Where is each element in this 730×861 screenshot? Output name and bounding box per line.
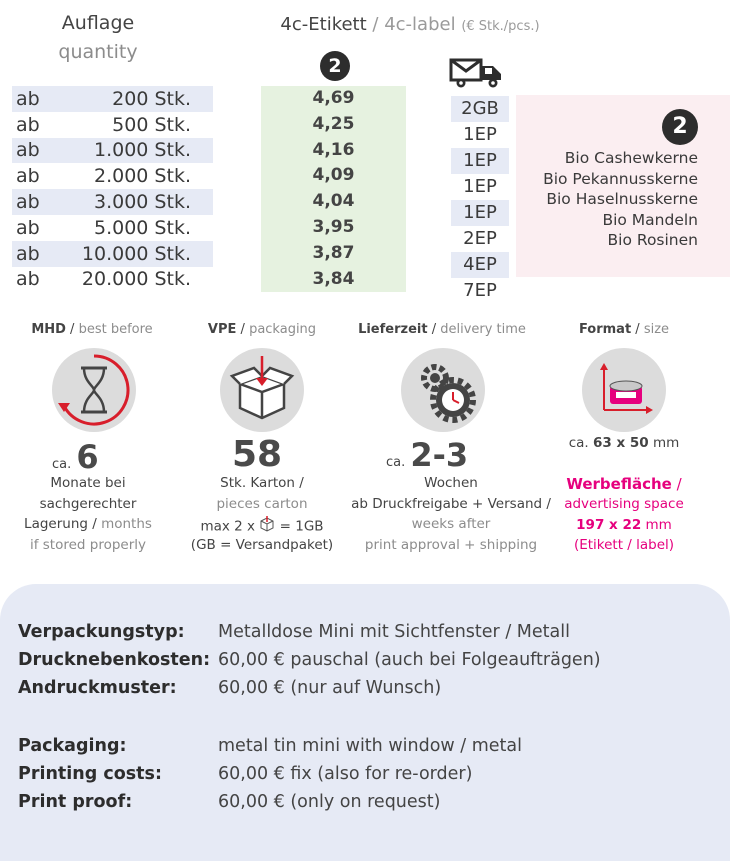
contents-badge: 2 — [662, 109, 698, 145]
shipping-cell: 4EP — [451, 252, 509, 278]
price-column: 4,69 4,25 4,16 4,09 4,04 3,95 3,87 3,84 — [261, 86, 406, 293]
price-cell: 4,25 — [312, 113, 355, 134]
specs-panel — [0, 584, 730, 861]
price-cell: 4,04 — [312, 191, 355, 212]
vpe-value: 58 — [232, 434, 283, 475]
small-box-icon — [259, 516, 275, 537]
truck-icon — [449, 56, 505, 94]
price-cell: 4,69 — [312, 88, 355, 108]
quantity-header-en: quantity — [58, 41, 138, 63]
vpe-title: VPE / packaging — [207, 322, 317, 337]
spec-row: Drucknebenkosten: 60,00 € pauschal (auch … — [18, 650, 601, 670]
advertising-space: Werbefläche / — [566, 474, 682, 493]
quantity-header-de: Auflage — [61, 12, 135, 34]
price-cell: 3,87 — [312, 242, 355, 263]
spec-row: Packaging: metal tin mini with window / m… — [18, 736, 522, 756]
contents-item: Bio Haselnusskerne — [546, 190, 698, 208]
contents-box: 2 Bio Cashewkerne Bio Pekannusskerne Bio… — [516, 95, 730, 277]
box-icon — [220, 348, 304, 432]
format-size: ca. 63 x 50 mm — [568, 435, 680, 451]
hourglass-icon — [52, 348, 136, 432]
shipping-cell: 2GB — [451, 96, 509, 122]
shipping-cell: 1EP — [451, 200, 509, 226]
price-cell: 4,16 — [312, 139, 355, 160]
shipping-cell: 1EP — [463, 124, 497, 145]
quantity-table: ab 200 Stk. ab 500 Stk. ab 1.000 Stk. ab 2.0… — [12, 86, 213, 292]
quantity-row: ab 5.000 Stk. — [16, 216, 191, 239]
quantity-row: ab 500 Stk. — [16, 113, 191, 136]
delivery-title: Lieferzeit / delivery time — [358, 322, 526, 337]
spec-row: Print proof: 60,00 € (only on request) — [18, 792, 441, 812]
contents-item: Bio Mandeln — [602, 210, 698, 229]
label-header-en: 4c-label — [384, 14, 456, 35]
contents-list: Bio Cashewkerne Bio Pekannusskerne Bio H… — [543, 148, 698, 251]
variant-badge: 2 — [320, 51, 350, 81]
shipping-cell: 1EP — [451, 148, 509, 174]
shipping-column: 2GB 1EP 1EP 1EP 1EP 2EP 4EP 7EP — [451, 96, 509, 304]
contents-item: Bio Cashewkerne — [564, 149, 698, 167]
price-cell: 3,84 — [312, 268, 355, 289]
quantity-row: ab 2.000 Stk. — [16, 165, 191, 188]
label-header-de: 4c-Etikett — [280, 14, 367, 35]
spec-row: Printing costs: 60,00 € fix (also for re-… — [18, 764, 473, 784]
spec-row: Andruckmuster: 60,00 € (nur auf Wunsch) — [18, 678, 442, 698]
quantity-row: ab 10.000 Stk. — [12, 240, 213, 267]
tin-size-icon — [582, 348, 666, 432]
contents-item: Bio Pekannusskerne — [543, 169, 698, 188]
quantity-row: ab 200 Stk. — [12, 86, 213, 112]
mhd-value: ca. 6 — [52, 438, 99, 476]
contents-item: Bio Rosinen — [607, 231, 698, 249]
shipping-cell: 1EP — [463, 176, 497, 197]
specs-en: Packaging: metal tin mini with window / m… — [18, 732, 522, 816]
price-cell: 3,95 — [312, 216, 355, 237]
specs-de: Verpackungstyp: Metalldose Mini mit Sicht… — [18, 618, 601, 702]
delivery-value: ca. 2-3 — [386, 436, 469, 474]
label-header: 4c-Etikett / 4c-label (€ Stk./pcs.) — [280, 14, 540, 35]
quantity-row: ab 3.000 Stk. — [12, 189, 213, 215]
mhd-title: MHD / best before — [31, 322, 153, 337]
quantity-row: ab 20.000 Stk. — [16, 268, 191, 291]
label-header-unit: (€ Stk./pcs.) — [461, 19, 540, 34]
shipping-cell: 7EP — [463, 280, 497, 301]
spec-row: Verpackungstyp: Metalldose Mini mit Sicht… — [18, 622, 570, 642]
quantity-row: ab 1.000 Stk. — [12, 137, 213, 164]
format-text: ca. 63 x 50 mm Werbefläche / advertising… — [534, 433, 714, 556]
vpe-text: Stk. Karton / pieces carton max 2 x = 1G… — [190, 475, 334, 553]
mhd-text: Monate bei sachgerechter Lagerung / mont… — [24, 475, 152, 553]
format-title: Format / size — [578, 322, 670, 337]
price-cell: 4,09 — [312, 165, 355, 186]
shipping-cell: 2EP — [463, 228, 497, 249]
gears-clock-icon — [401, 348, 485, 432]
delivery-text: Wochen ab Druckfreigabe + Versand / week… — [351, 475, 551, 553]
